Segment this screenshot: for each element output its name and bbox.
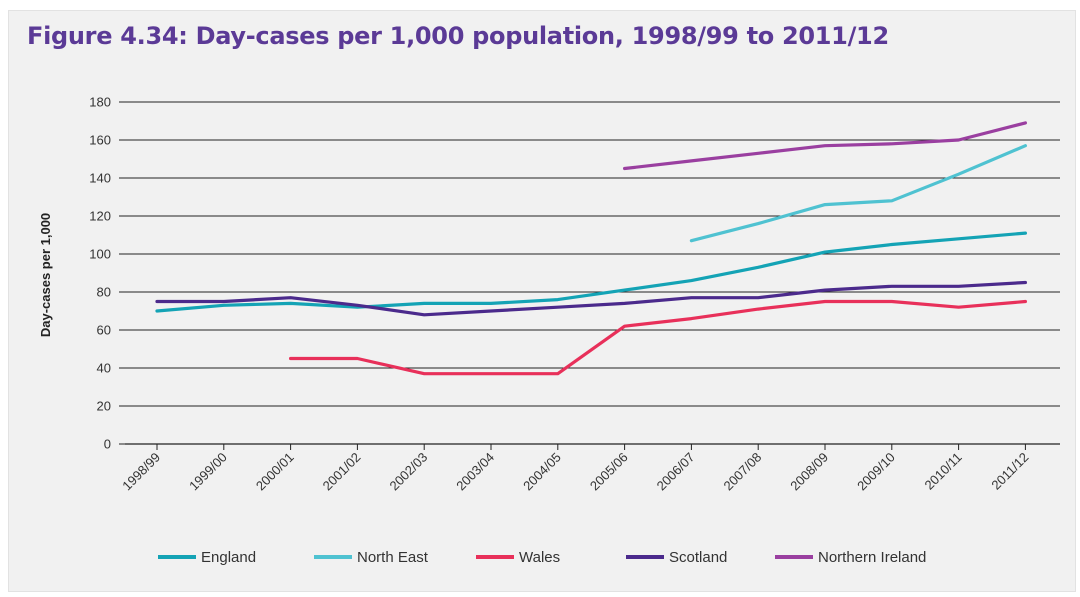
y-tick-label: 100 [89, 247, 111, 262]
x-tick-label: 2007/08 [720, 450, 764, 494]
legend-item-north-east: North East [314, 549, 429, 566]
legend-item-scotland: Scotland [626, 549, 727, 566]
x-tick-label: 2004/05 [520, 450, 564, 494]
legend-item-northern-ireland: Northern Ireland [775, 549, 926, 566]
y-tick-label: 160 [89, 133, 111, 148]
y-tick-label: 180 [89, 95, 111, 110]
x-tick-label: 1999/00 [186, 450, 230, 494]
y-tick-label: 60 [97, 323, 111, 338]
chart-title: Figure 4.34: Day-cases per 1,000 populat… [27, 22, 889, 50]
y-axis-label: Day-cases per 1,000 [38, 213, 53, 337]
x-tick-label: 2008/09 [787, 450, 831, 494]
x-tick-label: 2001/02 [320, 450, 364, 494]
x-tick-label: 2002/03 [386, 450, 430, 494]
series-line-north-east [689, 144, 1028, 243]
series-line-scotland [155, 280, 1028, 317]
x-tick-label: 2010/11 [922, 450, 965, 493]
x-tick-label: 2006/07 [654, 450, 698, 494]
y-tick-label: 20 [97, 399, 111, 414]
legend-item-wales: Wales [476, 549, 560, 566]
legend-item-england: England [158, 549, 256, 566]
series-line-england [155, 231, 1028, 313]
x-tick-label: 2009/10 [854, 450, 898, 494]
legend-label: Scotland [669, 549, 727, 566]
x-tick-label: 2000/01 [253, 450, 297, 494]
y-tick-label: 140 [89, 171, 111, 186]
y-tick-label: 40 [97, 361, 111, 376]
x-tick-label: 2005/06 [587, 450, 631, 494]
legend-label: Northern Ireland [818, 549, 926, 566]
series-line-northern-ireland [622, 121, 1028, 171]
legend-label: England [201, 549, 256, 566]
y-tick-label: 120 [89, 209, 111, 224]
x-tick-label: 1998/99 [119, 450, 163, 494]
legend-label: Wales [519, 549, 560, 566]
y-tick-label: 0 [104, 437, 111, 452]
x-tick-label: 2003/04 [453, 450, 497, 494]
legend-label: North East [357, 549, 429, 566]
y-tick-label: 80 [97, 285, 111, 300]
series-line-wales [289, 299, 1028, 376]
x-tick-label: 2011/12 [988, 450, 1031, 493]
